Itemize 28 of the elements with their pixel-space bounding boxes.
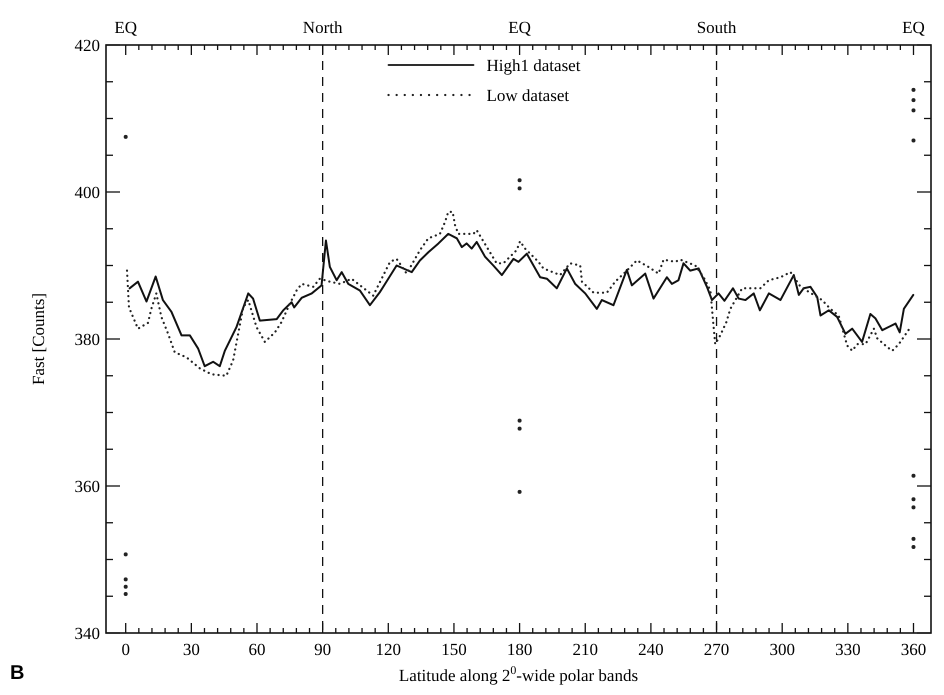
annotation: EQ [114, 18, 138, 37]
x-tick-label: 300 [769, 640, 795, 659]
x-tick-label: 330 [835, 640, 861, 659]
x-tick-label: 180 [506, 640, 532, 659]
y-tick-label: 420 [74, 36, 100, 55]
x-axis-title: Latitude along 2$^{0}$-wide polar bands [398, 663, 638, 685]
annotation: EQ [508, 18, 531, 37]
x-tick-label: 360 [900, 640, 926, 659]
x-tick-label: 210 [572, 640, 598, 659]
x-tick-label: 240 [638, 640, 664, 659]
y-tick-label: 340 [74, 624, 100, 643]
y-tick-label: 400 [74, 183, 100, 202]
x-tick-label: 90 [314, 640, 332, 659]
x-tick-label: 0 [121, 640, 130, 659]
x-tick-label: 30 [182, 640, 200, 659]
legend-label: High1 dataset [486, 56, 581, 75]
legend-label: Low dataset [486, 86, 570, 105]
y-axis-title: Fast [Counts] [29, 292, 48, 386]
x-tick-label: 60 [248, 640, 266, 659]
x-tick-label: 270 [704, 640, 730, 659]
text: B [10, 662, 24, 684]
ref-line-label: North [302, 18, 343, 37]
x-tick-label: 120 [376, 640, 402, 659]
y-tick-label: 360 [74, 477, 100, 496]
y-tick-label: 380 [74, 330, 100, 349]
x-tick-label: 150 [441, 640, 467, 659]
ref-line-label: South [696, 18, 737, 37]
annotation: EQ [902, 18, 925, 37]
